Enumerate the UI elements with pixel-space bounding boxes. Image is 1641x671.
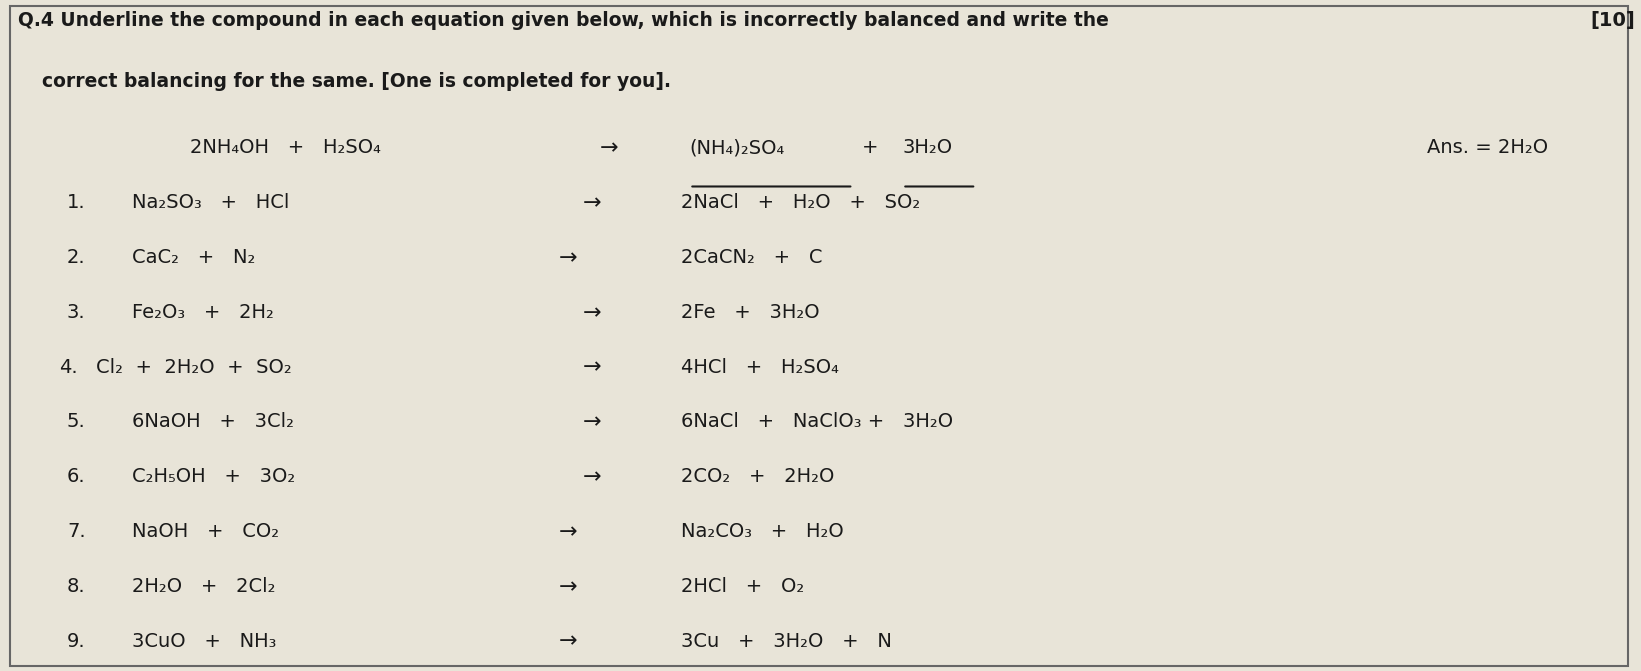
Text: correct balancing for the same. [One is completed for you].: correct balancing for the same. [One is … xyxy=(43,72,671,91)
Text: 4HCl   +   H₂SO₄: 4HCl + H₂SO₄ xyxy=(681,358,839,376)
Text: →: → xyxy=(558,631,578,652)
Text: →: → xyxy=(583,193,602,213)
Text: 3.: 3. xyxy=(67,303,85,322)
Text: 2NaCl   +   H₂O   +   SO₂: 2NaCl + H₂O + SO₂ xyxy=(681,193,921,212)
Text: →: → xyxy=(583,358,602,378)
Text: 2HCl   +   O₂: 2HCl + O₂ xyxy=(681,577,804,596)
Text: 9.: 9. xyxy=(67,631,85,650)
Text: →: → xyxy=(558,248,578,268)
Text: Ans. = 2H₂O: Ans. = 2H₂O xyxy=(1426,138,1547,158)
Text: 7.: 7. xyxy=(67,522,85,541)
Text: 2CO₂   +   2H₂O: 2CO₂ + 2H₂O xyxy=(681,467,835,486)
Text: +: + xyxy=(862,138,878,158)
Text: →: → xyxy=(583,413,602,432)
Text: 8.: 8. xyxy=(67,577,85,596)
Text: 1.: 1. xyxy=(67,193,85,212)
Text: 2NH₄OH   +   H₂SO₄: 2NH₄OH + H₂SO₄ xyxy=(190,138,381,158)
Text: Na₂SO₃   +   HCl: Na₂SO₃ + HCl xyxy=(133,193,290,212)
Text: 6.: 6. xyxy=(67,467,85,486)
Text: 6NaOH   +   3Cl₂: 6NaOH + 3Cl₂ xyxy=(133,413,294,431)
Text: CaC₂   +   N₂: CaC₂ + N₂ xyxy=(133,248,256,267)
Text: C₂H₅OH   +   3O₂: C₂H₅OH + 3O₂ xyxy=(133,467,295,486)
Text: NaOH   +   CO₂: NaOH + CO₂ xyxy=(133,522,279,541)
Text: 6NaCl   +   NaClO₃ +   3H₂O: 6NaCl + NaClO₃ + 3H₂O xyxy=(681,413,953,431)
Text: →: → xyxy=(599,138,619,158)
Text: →: → xyxy=(558,577,578,597)
Text: Na₂CO₃   +   H₂O: Na₂CO₃ + H₂O xyxy=(681,522,843,541)
Text: →: → xyxy=(583,467,602,487)
Text: Cl₂  +  2H₂O  +  SO₂: Cl₂ + 2H₂O + SO₂ xyxy=(97,358,292,376)
Text: 3Cu   +   3H₂O   +   N: 3Cu + 3H₂O + N xyxy=(681,631,893,650)
Text: 4.: 4. xyxy=(59,358,77,376)
Text: →: → xyxy=(583,303,602,323)
Text: 2.: 2. xyxy=(67,248,85,267)
Text: 3CuO   +   NH₃: 3CuO + NH₃ xyxy=(133,631,277,650)
Text: →: → xyxy=(558,522,578,542)
Text: 2H₂O   +   2Cl₂: 2H₂O + 2Cl₂ xyxy=(133,577,276,596)
Text: [10]: [10] xyxy=(1590,11,1634,30)
Text: 5.: 5. xyxy=(67,413,85,431)
Text: Q.4 Underline the compound in each equation given below, which is incorrectly ba: Q.4 Underline the compound in each equat… xyxy=(18,11,1109,30)
Text: (NH₄)₂SO₄: (NH₄)₂SO₄ xyxy=(689,138,784,158)
Text: Fe₂O₃   +   2H₂: Fe₂O₃ + 2H₂ xyxy=(133,303,274,322)
Text: 2Fe   +   3H₂O: 2Fe + 3H₂O xyxy=(681,303,820,322)
Text: 2CaCN₂   +   C: 2CaCN₂ + C xyxy=(681,248,822,267)
Text: 3H₂O: 3H₂O xyxy=(903,138,952,158)
